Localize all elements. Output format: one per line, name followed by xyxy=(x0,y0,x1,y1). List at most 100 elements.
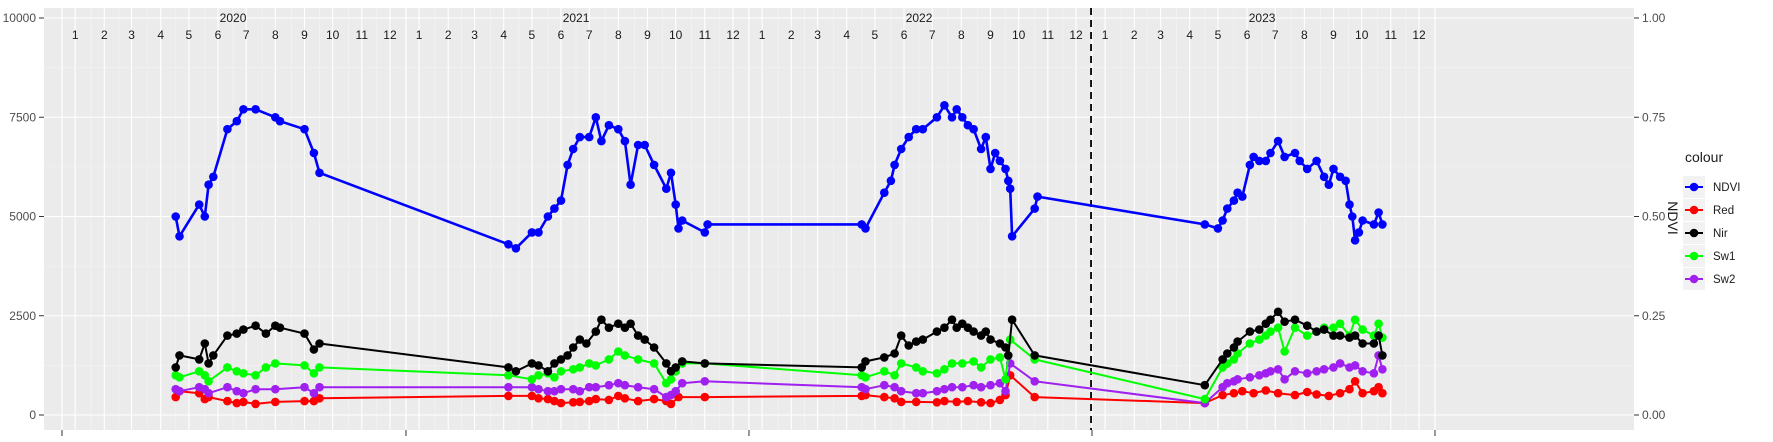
data-point-ndvi xyxy=(511,244,521,253)
data-point-nir xyxy=(947,315,957,325)
month-label: 4 xyxy=(843,28,850,42)
data-point-ndvi xyxy=(649,160,659,170)
data-point-nir xyxy=(575,335,585,344)
right-axis-tick-label: 0.00 xyxy=(1642,408,1666,422)
data-point-sw1 xyxy=(568,365,578,374)
data-point-sw1 xyxy=(591,361,601,370)
data-point-red xyxy=(543,394,553,404)
data-point-sw1 xyxy=(1255,335,1264,344)
month-label: 10 xyxy=(1012,28,1026,42)
data-point-nir xyxy=(969,327,978,336)
month-label: 1 xyxy=(416,28,423,42)
data-point-nir xyxy=(662,359,671,368)
data-point-ndvi xyxy=(662,184,671,193)
data-point-nir xyxy=(275,323,285,333)
data-point-ndvi xyxy=(534,228,543,237)
data-point-red xyxy=(534,394,543,403)
left-axis-tick-label: 10000 xyxy=(3,11,37,25)
year-label: 2022 xyxy=(906,11,933,25)
data-point-ndvi xyxy=(700,228,710,237)
data-point-ndvi xyxy=(1319,172,1329,182)
data-point-nir xyxy=(1218,355,1227,364)
data-point-nir xyxy=(1369,339,1379,348)
data-point-ndvi xyxy=(947,113,957,122)
data-point-sw1 xyxy=(271,359,280,368)
data-point-sw1 xyxy=(880,367,889,376)
data-point-nir xyxy=(261,329,271,338)
data-point-sw1 xyxy=(1200,394,1210,404)
data-point-sw1 xyxy=(1266,327,1275,336)
data-point-red xyxy=(223,396,232,406)
data-point-ndvi xyxy=(880,188,889,197)
data-point-nir xyxy=(1245,327,1255,336)
data-point-ndvi xyxy=(204,180,213,189)
data-point-nir xyxy=(1280,317,1289,327)
data-point-ndvi xyxy=(666,168,676,178)
data-point-sw2 xyxy=(986,380,995,390)
data-point-red xyxy=(940,396,949,406)
data-point-red xyxy=(1302,387,1312,397)
year-label: 2020 xyxy=(220,11,247,25)
data-point-ndvi xyxy=(315,168,324,178)
data-point-nir xyxy=(315,339,324,348)
data-point-red xyxy=(986,398,995,408)
data-point-nir xyxy=(511,367,521,376)
data-point-sw2 xyxy=(1378,365,1387,374)
data-point-ndvi xyxy=(527,228,537,237)
data-point-sw2 xyxy=(271,384,280,394)
data-point-nir xyxy=(251,321,260,331)
data-point-sw1 xyxy=(1001,375,1010,384)
data-point-red xyxy=(1218,390,1227,400)
data-point-sw2 xyxy=(1312,367,1321,376)
data-point-red xyxy=(232,398,242,408)
data-point-sw2 xyxy=(534,384,543,394)
data-point-sw2 xyxy=(591,382,601,392)
data-point-ndvi xyxy=(239,105,248,114)
data-point-sw1 xyxy=(620,351,630,360)
legend-label: Nir xyxy=(1713,228,1728,240)
data-point-ndvi xyxy=(1255,156,1264,166)
data-point-sw2 xyxy=(649,384,659,394)
data-point-nir xyxy=(200,339,210,348)
year-labels: 2020 2021 2022 2023 xyxy=(220,11,1276,25)
data-point-nir xyxy=(175,351,184,360)
data-point-red xyxy=(575,397,585,407)
data-point-sw2 xyxy=(1319,365,1329,374)
month-label: 3 xyxy=(128,28,135,42)
data-point-sw2 xyxy=(527,382,537,392)
data-point-nir xyxy=(171,363,180,372)
data-point-nir xyxy=(194,355,204,364)
data-point-ndvi xyxy=(1295,156,1304,166)
data-point-ndvi xyxy=(1348,212,1357,221)
month-label: 7 xyxy=(586,28,593,42)
data-point-red xyxy=(614,391,623,401)
data-point-sw2 xyxy=(940,384,949,394)
month-label: 6 xyxy=(901,28,908,42)
data-point-sw2 xyxy=(620,380,630,390)
data-point-red xyxy=(995,395,1005,405)
data-point-sw2 xyxy=(890,382,899,392)
data-point-sw1 xyxy=(315,363,324,372)
data-point-ndvi xyxy=(1312,156,1321,166)
data-point-sw2 xyxy=(1369,369,1379,378)
data-point-sw1 xyxy=(251,371,260,380)
data-point-nir xyxy=(1335,331,1345,340)
month-label: 9 xyxy=(987,28,994,42)
month-label: 2 xyxy=(445,28,452,42)
data-point-nir xyxy=(204,359,213,368)
data-point-sw2 xyxy=(1245,373,1255,382)
data-point-nir xyxy=(300,329,309,338)
data-point-ndvi xyxy=(1001,164,1010,174)
month-label: 7 xyxy=(1272,28,1279,42)
bottom-x-axis xyxy=(61,430,1436,436)
data-point-sw1 xyxy=(958,359,967,368)
legend: colour NDVI Red Nir Sw1 Sw2 xyxy=(1683,149,1740,290)
data-point-nir xyxy=(1030,351,1039,360)
data-point-sw2 xyxy=(204,388,213,398)
data-point-nir xyxy=(534,361,543,370)
data-point-sw2 xyxy=(969,380,978,390)
data-point-ndvi xyxy=(626,180,635,189)
legend-key-marker xyxy=(1689,251,1699,261)
data-point-nir xyxy=(1374,331,1383,340)
data-point-sw2 xyxy=(1358,367,1367,376)
